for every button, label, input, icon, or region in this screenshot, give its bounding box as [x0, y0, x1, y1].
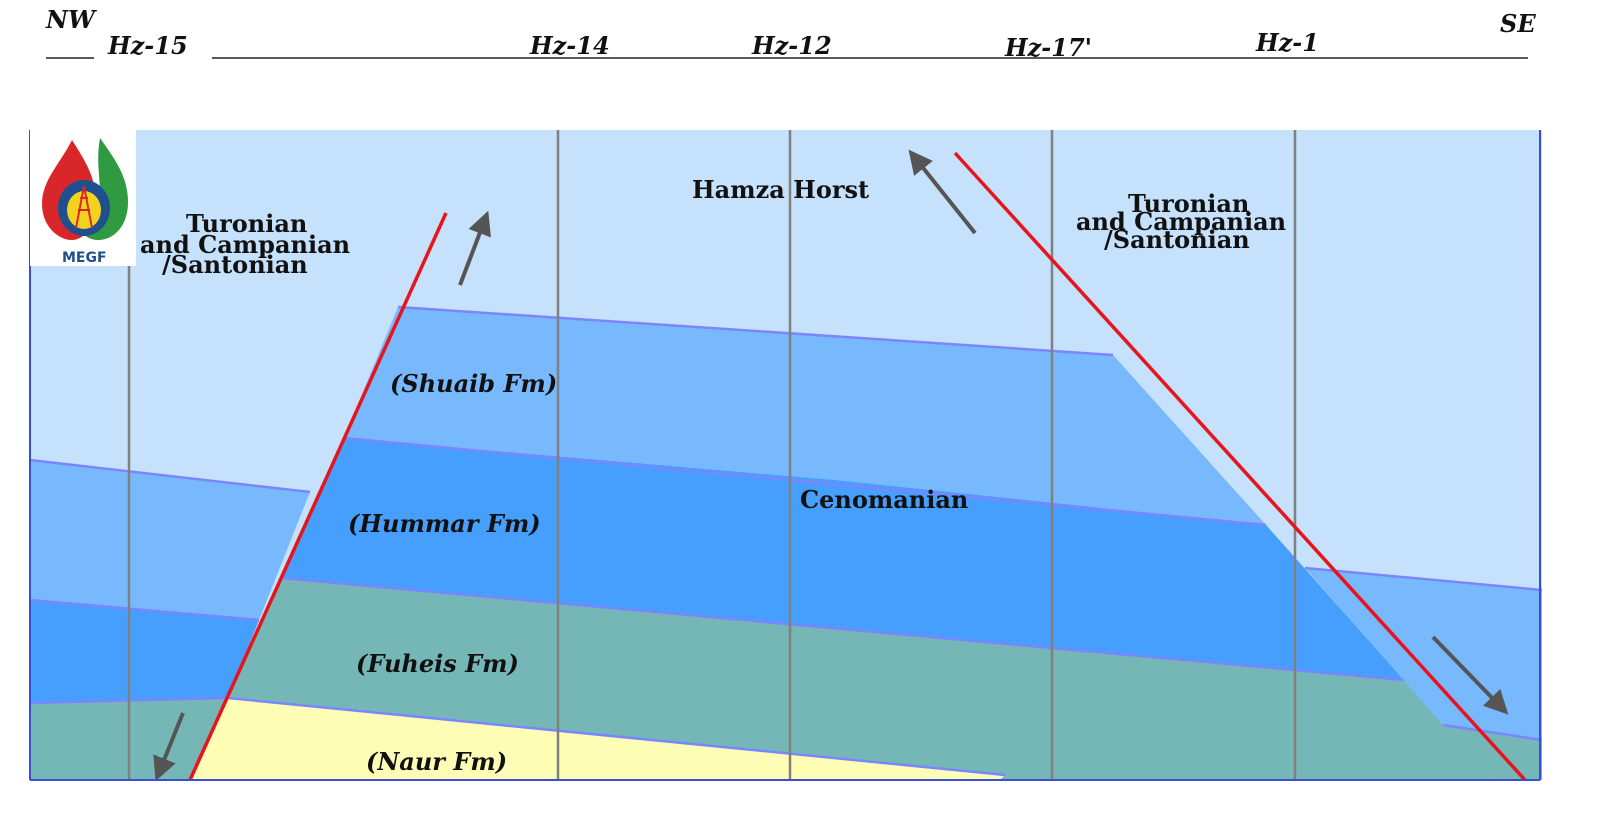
- formation-boundaries: [30, 305, 1542, 777]
- naur-layer: [190, 698, 1005, 780]
- well-label-hz17: Hz-17': [1004, 33, 1092, 62]
- naur-fm-label: (Naur Fm): [366, 747, 507, 776]
- logo-text: MEGF: [62, 250, 107, 266]
- right-fuheis-layer: [1443, 725, 1542, 780]
- well-label-hz12: Hz-12: [751, 31, 832, 60]
- turonian-label-right-1: Turonian: [1128, 189, 1249, 218]
- fault-line-east: [953, 151, 1527, 780]
- turonian-label-left-3: /Santonian: [162, 250, 308, 279]
- se-label: SE: [1500, 9, 1536, 38]
- arrow-up-west: [458, 210, 491, 286]
- megf-logo: MEGF: [30, 130, 136, 266]
- arrow-down-east: [1431, 635, 1509, 715]
- fault-line-west: [188, 212, 448, 780]
- turonian-label-right-2: and Campanian: [1076, 207, 1286, 236]
- well-label-hz15: Hz-15: [107, 31, 188, 60]
- arrow-up-east: [908, 149, 977, 235]
- well-label-hz1: Hz-1: [1255, 28, 1319, 57]
- hummar-layer: [281, 438, 1404, 680]
- right-shuaib-layer: [1305, 568, 1542, 740]
- arrow-down-west: [153, 712, 185, 780]
- turonian-label-left-2: and Campanian: [140, 230, 350, 259]
- hummar-fm-label: (Hummar Fm): [348, 509, 541, 538]
- nw-label: NW: [45, 5, 97, 34]
- left-shuaib-layer: [30, 460, 310, 620]
- cenomanian-label: Cenomanian: [800, 485, 968, 514]
- left-hummar-layer: [30, 600, 259, 703]
- well-label-hz14: Hz-14: [529, 31, 610, 60]
- movement-arrows: [153, 149, 1509, 780]
- fuheis-fm-label: (Fuheis Fm): [356, 649, 519, 678]
- turonian-label-left-1: Turonian: [186, 209, 307, 238]
- shuaib-fm-label: (Shuaib Fm): [390, 369, 557, 398]
- section-panel: [30, 130, 1542, 780]
- shuaib-layer: [344, 307, 1266, 525]
- turonian-label-right-3: /Santonian: [1104, 225, 1250, 254]
- hamza-horst-label: Hamza Horst: [692, 175, 869, 204]
